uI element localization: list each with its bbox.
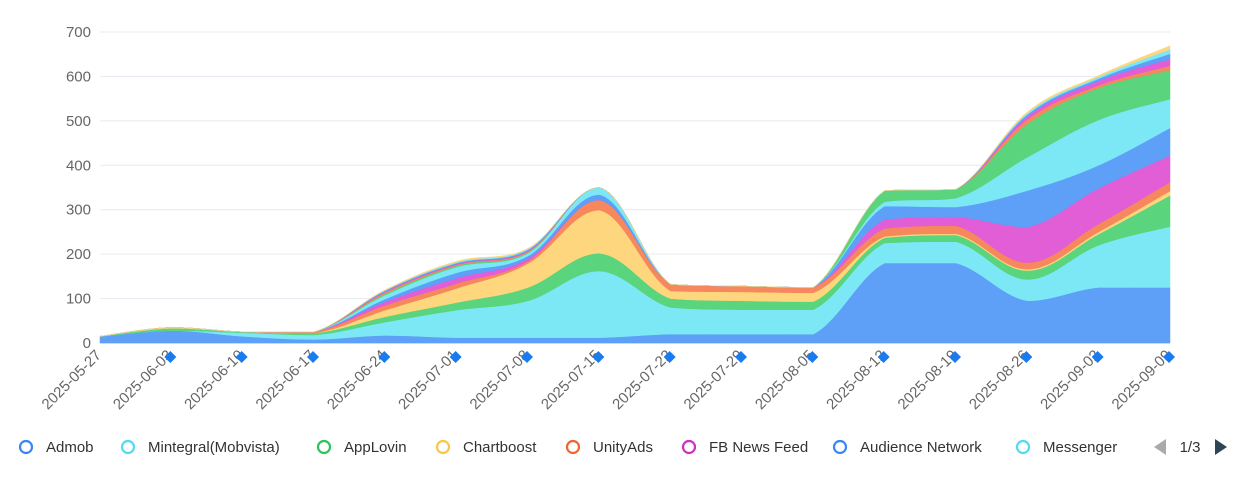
y-tick-label: 0 — [83, 335, 91, 352]
y-tick-label: 500 — [66, 113, 91, 130]
x-axis-marker[interactable] — [521, 351, 533, 363]
y-tick-label: 600 — [66, 68, 91, 85]
legend-item-mintegral-mobvista[interactable]: Mintegral(Mobvista) — [120, 439, 280, 456]
area-series-layer — [99, 45, 1171, 344]
legend-label: UnityAds — [593, 439, 653, 456]
x-tick-label: 2025-05-27 — [39, 347, 105, 413]
x-axis-marker[interactable] — [592, 351, 605, 363]
legend-page-indicator: 1/3 — [1180, 439, 1201, 456]
legend-label: Audience Network — [860, 439, 982, 456]
x-axis-marker[interactable] — [806, 351, 819, 363]
legend: Admob Mintegral(Mobvista) AppLovin Chartboo… — [18, 439, 1117, 456]
legend-label: AppLovin — [344, 439, 407, 456]
legend-prev-icon[interactable] — [1154, 439, 1166, 455]
legend-marker-icon — [832, 439, 848, 455]
x-axis: 2025-05-27 2025-06-03 2025-06-10 2025-06-17… — [39, 347, 1175, 413]
x-axis-marker[interactable] — [307, 351, 319, 363]
x-axis-marker[interactable] — [235, 351, 248, 363]
y-tick-label: 700 — [66, 24, 91, 41]
legend-item-chartboost[interactable]: Chartboost — [435, 439, 537, 456]
y-tick-label: 100 — [66, 291, 91, 308]
legend-label: Messenger — [1043, 439, 1117, 456]
y-axis: 0 100 200 300 400 500 600 700 — [66, 24, 91, 352]
y-tick-label: 400 — [66, 157, 91, 174]
area-series-14[interactable] — [99, 45, 1171, 337]
legend-label: Chartboost — [463, 439, 537, 456]
y-tick-label: 300 — [66, 202, 91, 219]
legend-item-messenger[interactable]: Messenger — [1015, 439, 1117, 456]
legend-item-fb-news-feed[interactable]: FB News Feed — [681, 439, 808, 456]
x-axis-marker[interactable] — [877, 351, 890, 363]
legend-marker-icon — [681, 439, 697, 455]
legend-marker-icon — [120, 439, 136, 455]
x-axis-marker[interactable] — [378, 351, 391, 363]
x-axis-marker[interactable] — [1091, 351, 1104, 363]
legend-label: Admob — [46, 439, 94, 456]
legend-item-admob[interactable]: Admob — [18, 439, 94, 456]
x-axis-marker[interactable] — [449, 351, 462, 363]
x-axis-marker[interactable] — [735, 351, 747, 363]
x-axis-marker[interactable] — [1020, 351, 1033, 363]
x-axis-marker[interactable] — [949, 351, 961, 363]
legend-item-unityads[interactable]: UnityAds — [565, 439, 653, 456]
legend-label: FB News Feed — [709, 439, 808, 456]
legend-marker-icon — [316, 439, 332, 455]
legend-item-applovin[interactable]: AppLovin — [316, 439, 407, 456]
y-tick-label: 200 — [66, 246, 91, 263]
legend-item-audience-network[interactable]: Audience Network — [832, 439, 982, 456]
x-axis-marker[interactable] — [164, 351, 177, 363]
x-axis-marker[interactable] — [663, 351, 676, 363]
legend-pager: 1/3 — [1154, 439, 1227, 456]
legend-label: Mintegral(Mobvista) — [148, 439, 280, 456]
legend-marker-icon — [435, 439, 451, 455]
x-axis-marker[interactable] — [1163, 351, 1175, 363]
legend-marker-icon — [565, 439, 581, 455]
legend-marker-icon — [18, 439, 34, 455]
legend-next-icon[interactable] — [1215, 439, 1227, 455]
legend-marker-icon — [1015, 439, 1031, 455]
